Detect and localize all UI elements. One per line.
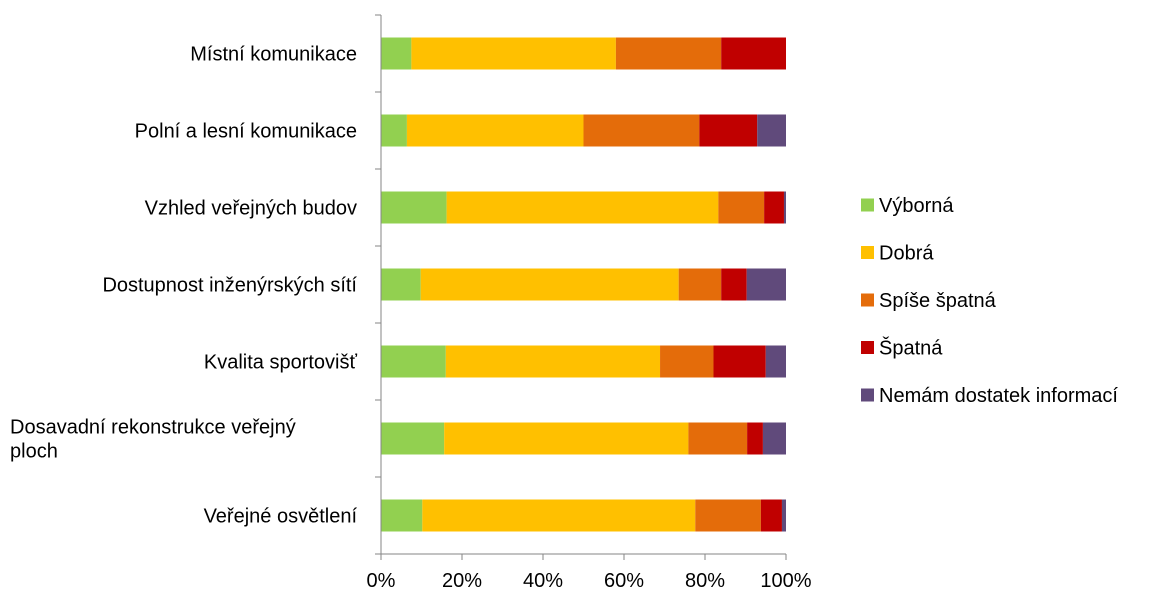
bar-segment (381, 114, 407, 147)
x-tick-label: 60% (604, 570, 644, 589)
bar-segment (721, 37, 786, 70)
bar-segment (721, 268, 747, 301)
x-tick-label: 20% (442, 570, 482, 589)
bar-segment (381, 345, 446, 378)
category-label: Polní a lesní komunikace (135, 121, 357, 143)
legend-label: Dobrá (879, 243, 934, 265)
legend-label: Nemám dostatek informací (879, 385, 1118, 407)
legend-swatch (861, 293, 874, 307)
x-tick-label: 0% (367, 570, 396, 589)
bar-segment (446, 191, 719, 224)
bar-segment (678, 268, 722, 301)
bar-segment (615, 37, 722, 70)
bar-segment (381, 422, 445, 455)
bar-segment (381, 37, 412, 70)
bar-segment (381, 499, 423, 532)
x-tick-label: 100% (760, 570, 811, 589)
bar-segment (718, 191, 765, 224)
bar-segment (757, 114, 786, 147)
category-label: Kvalita sportovišť (204, 352, 358, 374)
legend: Výborná Dobrá Spíše špatná Špatná Nemám dost… (861, 195, 1118, 407)
category-label: Vzhled veřejných budov (145, 198, 357, 220)
legend-swatch (861, 198, 874, 212)
category-label: Místní komunikace (190, 44, 357, 66)
bar-segment (406, 114, 584, 147)
bar-segment (760, 499, 782, 532)
bar-segment (762, 422, 786, 455)
axes-group (375, 14, 787, 560)
bar-segment (411, 37, 616, 70)
bar-segment (422, 499, 696, 532)
legend-label: Výborná (879, 195, 954, 217)
bars-group (381, 37, 786, 532)
bar-segment (746, 268, 786, 301)
bar-segment (781, 499, 786, 532)
legend-label: Špatná (879, 337, 943, 360)
legend-swatch (861, 341, 874, 354)
legend-label: Spíše špatná (879, 290, 997, 312)
x-tick-label: 40% (523, 570, 563, 589)
bar-segment (444, 422, 689, 455)
bar-segment (660, 345, 714, 378)
bar-segment (695, 499, 761, 532)
bar-segment (381, 191, 447, 224)
bar-segment (783, 191, 786, 224)
category-label: Dosavadní rekonstrukce veřejný ploch (10, 417, 296, 463)
x-tick-labels: 0% 20% 40% 60% 80% 100% (367, 570, 812, 589)
bar-segment (583, 114, 700, 147)
bar-segment (420, 268, 679, 301)
legend-swatch (861, 388, 874, 402)
category-labels: Místní komunikace Polní a lesní komunikac… (10, 44, 357, 528)
legend-swatch (861, 246, 874, 259)
category-label: Veřejné osvětlení (204, 506, 358, 528)
bar-segment (688, 422, 748, 455)
bar-segment (765, 345, 786, 378)
category-label: Dostupnost inženýrských sítí (102, 275, 357, 297)
bar-segment (764, 191, 784, 224)
bar-segment (713, 345, 766, 378)
x-tick-label: 80% (685, 570, 725, 589)
bar-segment (381, 268, 421, 301)
bar-segment (445, 345, 661, 378)
bar-segment (699, 114, 758, 147)
bar-segment (747, 422, 763, 455)
